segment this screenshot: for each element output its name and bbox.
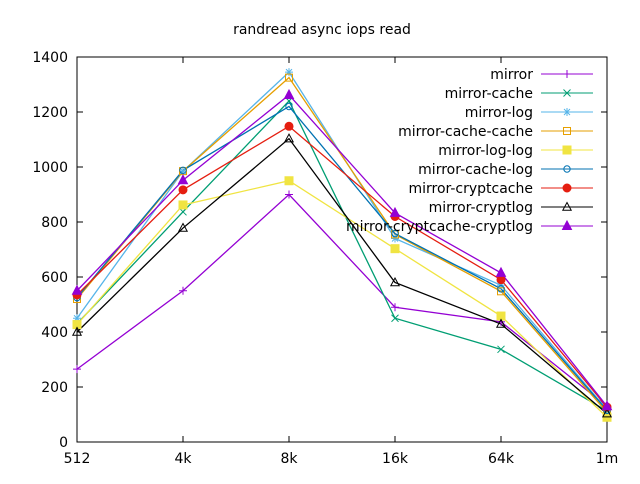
series-line-mirror <box>76 193 608 407</box>
legend-label: mirror-cache <box>445 86 533 102</box>
series-marker-triangle-open <box>71 326 83 336</box>
series-marker-triangle-filled <box>601 400 613 411</box>
legend-label: mirror-cache-log <box>418 162 533 178</box>
series-line-mirror-cryptlog <box>76 137 608 415</box>
series-marker-plus <box>391 303 399 312</box>
y-tick-label: 600 <box>41 270 68 286</box>
legend-item: mirror-log-log <box>438 143 593 159</box>
series-marker-square-open <box>563 127 571 135</box>
series-marker-triangle-open <box>389 276 401 287</box>
legend-label: mirror-cryptlog <box>429 200 533 216</box>
legend-label: mirror <box>490 67 533 83</box>
legend-item: mirror <box>490 67 593 83</box>
series-line-mirror-cryptcache <box>76 125 608 408</box>
series-marker-asterisk <box>563 108 571 116</box>
series-marker-x <box>391 314 399 323</box>
series-marker-plus <box>179 286 187 295</box>
series-marker-triangle-open <box>495 318 507 328</box>
series-marker-triangle-filled <box>561 219 573 230</box>
y-tick-label: 0 <box>59 435 68 451</box>
series-marker-circle-open <box>497 285 505 293</box>
legend-label: mirror-log <box>465 105 533 121</box>
series-marker-x <box>563 89 571 97</box>
legend-item: mirror-cache-cache <box>398 124 593 140</box>
chart-title: randread async iops read <box>233 22 411 38</box>
series-marker-triangle-filled <box>177 174 189 185</box>
plot-border <box>76 56 608 443</box>
series-marker-plus <box>563 70 571 78</box>
series-marker-circle-filled <box>178 185 188 195</box>
legend-label: mirror-log-log <box>438 143 533 159</box>
x-tick-label: 1m <box>596 451 619 467</box>
series-marker-triangle-filled <box>389 206 401 217</box>
series-marker-circle-open <box>563 165 571 173</box>
x-tick-label: 16k <box>382 451 409 467</box>
series-line-mirror-cryptcache-cryptlog <box>76 94 608 407</box>
series-marker-square-filled <box>284 176 294 186</box>
series-markers-mirror-cryptlog <box>71 133 613 418</box>
series-marker-triangle-open <box>283 133 295 143</box>
y-tick-label: 800 <box>41 215 68 231</box>
legend-item: mirror-cache-log <box>418 162 593 178</box>
series-marker-triangle-filled <box>495 266 507 277</box>
series-marker-triangle-open <box>177 222 189 232</box>
x-tick-label: 512 <box>64 451 91 467</box>
x-tick-label: 64k <box>488 451 515 467</box>
series-marker-square-filled <box>72 320 82 330</box>
legend-label: mirror-cache-cache <box>398 124 533 140</box>
y-tick-label: 1000 <box>32 160 68 176</box>
series-marker-circle-open <box>391 229 399 238</box>
legend-label: mirror-cryptcache-cryptlog <box>346 219 533 235</box>
series-marker-plus <box>285 190 293 199</box>
legend-item: mirror-cryptlog <box>429 200 593 216</box>
series-marker-circle-filled <box>562 183 572 193</box>
series-marker-circle-filled <box>496 275 506 285</box>
y-tick-label: 1200 <box>32 105 68 121</box>
series-marker-circle-filled <box>284 121 294 131</box>
legend-label: mirror-cryptcache <box>408 181 533 197</box>
series-marker-square-open <box>285 73 293 82</box>
series-marker-triangle-filled <box>71 284 83 295</box>
x-tick-label: 8k <box>280 451 298 467</box>
series-marker-x <box>497 345 505 354</box>
series-marker-circle-open <box>179 166 187 175</box>
series-marker-x <box>179 207 187 216</box>
legend-item: mirror-cryptcache <box>408 181 593 197</box>
legend-item: mirror-log <box>465 105 593 121</box>
legend-item: mirror-cryptcache-cryptlog <box>346 219 593 235</box>
series-line-mirror-log <box>76 71 608 410</box>
series-marker-circle-open <box>285 102 293 111</box>
series-line-mirror-cache-log <box>76 105 608 411</box>
series-marker-square-open <box>497 287 505 296</box>
series-marker-asterisk <box>285 68 293 77</box>
x-tick-label: 4k <box>174 451 192 467</box>
y-tick-label: 200 <box>41 380 68 396</box>
series-marker-triangle-filled <box>283 88 295 99</box>
y-tick-label: 400 <box>41 325 68 341</box>
series-marker-square-filled <box>178 200 188 210</box>
series-line-mirror-log-log <box>76 180 608 418</box>
y-tick-label: 1400 <box>32 50 68 66</box>
legend: mirror mirror-cache mirror-log mirror-cache… <box>346 67 593 235</box>
series-marker-square-filled <box>562 145 572 155</box>
series-markers-mirror-cryptcache-cryptlog <box>71 88 613 411</box>
series-marker-plus <box>73 365 81 374</box>
series-marker-triangle-open <box>561 201 573 211</box>
series-marker-triangle-open <box>601 408 613 418</box>
legend-item: mirror-cache <box>445 86 593 102</box>
series-marker-square-filled <box>390 244 400 254</box>
